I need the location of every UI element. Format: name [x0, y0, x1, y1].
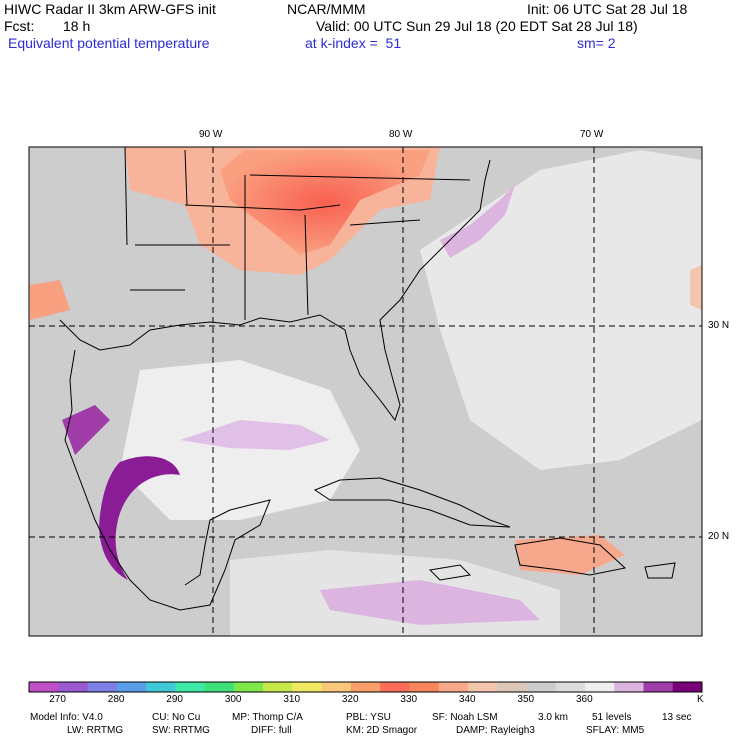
colorbar-swatch [672, 682, 703, 692]
colorbar-swatch [584, 682, 615, 692]
colorbar-swatch [321, 682, 352, 692]
colorbar-swatch [467, 682, 498, 692]
cuba-outline [313, 477, 511, 528]
colorbar-tick-label: 360 [575, 694, 593, 705]
us-coastline [59, 159, 491, 422]
footer-damp: DAMP: Rayleigh3 [456, 725, 535, 736]
lat-label-30n: 30 N [708, 320, 730, 331]
colorbar-swatch [555, 682, 586, 692]
colorbar-swatch [146, 682, 176, 692]
colorbar-swatch [614, 682, 644, 692]
hot-core-region [220, 150, 430, 255]
footer-diff: DIFF: full [251, 725, 292, 736]
center-label: NCAR/MMM [287, 1, 366, 17]
colorbar-swatch [263, 682, 293, 692]
colorbar-swatch [58, 682, 89, 692]
footer-model-info: Model Info: V4.0 [30, 712, 103, 723]
puerto-rico-outline [644, 562, 676, 579]
colorbar-tick-label: 290 [166, 694, 183, 705]
purple-feature-north [62, 405, 110, 455]
colorbar-tick-label: 320 [341, 694, 359, 705]
lat-lon-grid [29, 147, 702, 636]
colorbar-swatch [116, 682, 147, 692]
smoothing-value: sm= 2 [577, 35, 616, 51]
colorbar-swatch [204, 682, 235, 692]
colorbar-swatch [438, 682, 469, 692]
atlantic-purple-band [440, 185, 515, 258]
forecast-hour: 18 h [63, 18, 91, 34]
colorbar-swatch [175, 682, 206, 692]
colorbar-tick-label: 280 [107, 694, 125, 705]
lon-label-70w: 70 W [580, 129, 604, 140]
colorbar-tick-label: 300 [224, 694, 242, 705]
mexico-coastline [64, 349, 271, 611]
colorbar-tick-label: 340 [458, 694, 476, 705]
footer-mp: MP: Thomp C/A [232, 712, 303, 723]
lat-label-20n: 20 N [708, 531, 730, 542]
colorbar-tick-label: 270 [49, 694, 66, 705]
forecast-label: Fcst: [4, 18, 35, 34]
valid-time: Valid: 00 UTC Sun 29 Jul 18 (20 EDT Sat … [316, 18, 638, 34]
gulf-purple-band [180, 420, 330, 450]
state-borders [124, 146, 471, 320]
footer-levels: 51 levels [592, 712, 632, 723]
caribbean-purple-band [320, 580, 540, 625]
lon-label-80w: 80 W [389, 129, 413, 140]
colorbar-swatch [292, 682, 323, 692]
jamaica-outline [428, 564, 472, 581]
boundaries [59, 146, 676, 611]
model-title: HIWC Radar II 3km ARW-GFS init [4, 1, 216, 17]
init-time: Init: 06 UTC Sat 28 Jul 18 [527, 1, 688, 17]
footer-timestep: 13 sec [662, 712, 692, 723]
colorbar-swatch [409, 682, 440, 692]
colorbar-swatch [526, 682, 557, 692]
colorbar-tick-label: 350 [517, 694, 535, 705]
footer-resolution: 3.0 km [538, 712, 569, 723]
colorbar-swatch [233, 682, 264, 692]
colorbar-swatch [29, 682, 59, 692]
map-frame [28, 146, 703, 637]
colorbar-swatch [87, 682, 118, 692]
atlantic-light-region [420, 150, 702, 470]
purple-crescent-feature [99, 456, 180, 580]
colorbar-swatch [350, 682, 381, 692]
lon-label-90w: 90 W [199, 129, 223, 140]
colorbar-swatch [497, 682, 527, 692]
footer-lw: LW: RRTMG [67, 725, 124, 736]
colorbar-unit: K [697, 694, 704, 705]
footer-sf: SF: Noah LSM [432, 712, 498, 723]
east-warm-spot [690, 265, 702, 310]
footer-pbl: PBL: YSU [346, 712, 391, 723]
footer-cu: CU: No Cu [152, 712, 201, 723]
colorbar-tick-label: 330 [400, 694, 418, 705]
footer-sflay: SFLAY: MM5 [586, 725, 645, 736]
level-index: at k-index = 51 [305, 35, 402, 51]
footer-km: KM: 2D Smagor [346, 725, 418, 736]
footer-sw: SW: RRTMG [152, 725, 210, 736]
field-name: Equivalent potential temperature [8, 35, 210, 51]
colorbar-tick-label: 310 [283, 694, 301, 705]
colorbar-swatch [643, 682, 674, 692]
colorbar-frame [28, 681, 703, 693]
colorbar-swatch [380, 682, 410, 692]
hispaniola-outline [514, 537, 627, 576]
texas-warm-spot [30, 280, 70, 320]
